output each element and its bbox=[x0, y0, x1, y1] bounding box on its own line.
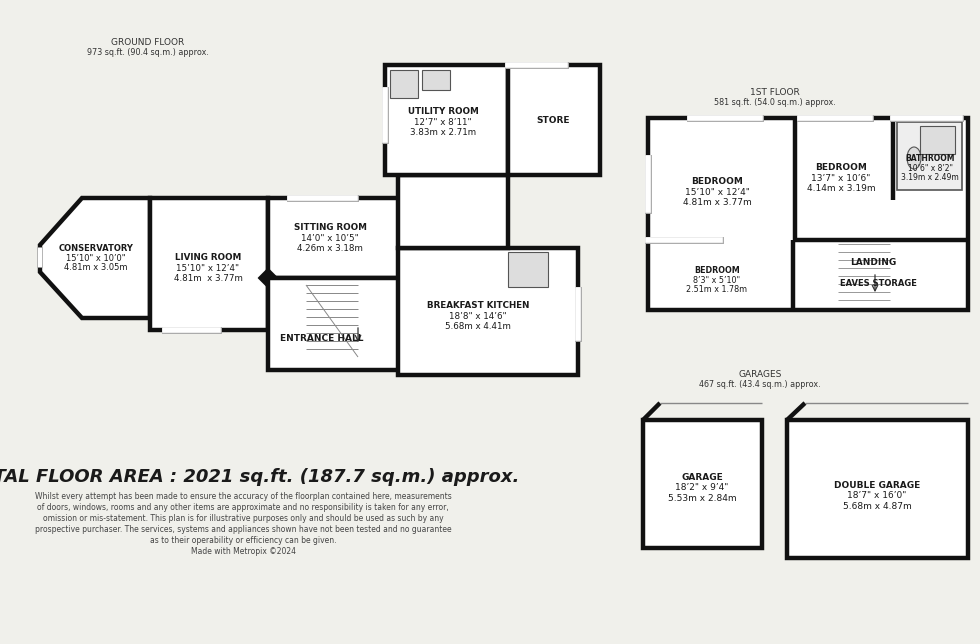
Text: STORE: STORE bbox=[536, 115, 569, 124]
Text: UTILITY ROOM: UTILITY ROOM bbox=[408, 107, 478, 116]
Text: EAVES STORAGE: EAVES STORAGE bbox=[840, 278, 916, 287]
Text: 3.83m x 2.71m: 3.83m x 2.71m bbox=[410, 128, 476, 137]
Bar bbox=[920, 126, 955, 154]
Text: GROUND FLOOR: GROUND FLOOR bbox=[112, 38, 184, 47]
Text: 581 sq.ft. (54.0 sq.m.) approx.: 581 sq.ft. (54.0 sq.m.) approx. bbox=[714, 98, 836, 107]
Text: 1ST FLOOR: 1ST FLOOR bbox=[750, 88, 800, 97]
Bar bbox=[385, 65, 508, 175]
Text: 4.81m  x 3.77m: 4.81m x 3.77m bbox=[173, 274, 242, 283]
Text: 2.51m x 1.78m: 2.51m x 1.78m bbox=[686, 285, 748, 294]
Text: BEDROOM: BEDROOM bbox=[815, 163, 867, 172]
Bar bbox=[508, 252, 548, 287]
Text: TOTAL FLOOR AREA : 2021 sq.ft. (187.7 sq.m.) approx.: TOTAL FLOOR AREA : 2021 sq.ft. (187.7 sq… bbox=[0, 468, 519, 486]
Text: BATHROOM: BATHROOM bbox=[906, 155, 955, 164]
Text: 12’7" x 8’11": 12’7" x 8’11" bbox=[415, 117, 471, 126]
Text: GARAGES: GARAGES bbox=[738, 370, 782, 379]
Bar bbox=[422, 70, 450, 90]
Text: as to their operability or efficiency can be given.: as to their operability or efficiency ca… bbox=[150, 536, 336, 545]
Bar bbox=[648, 118, 968, 310]
Text: 4.26m x 3.18m: 4.26m x 3.18m bbox=[297, 244, 363, 253]
Text: 5.68m x 4.41m: 5.68m x 4.41m bbox=[445, 322, 511, 331]
Bar bbox=[398, 248, 578, 375]
Text: CONSERVATORY: CONSERVATORY bbox=[59, 243, 133, 252]
Text: SITTING ROOM: SITTING ROOM bbox=[294, 223, 367, 232]
Text: 3.19m x 2.49m: 3.19m x 2.49m bbox=[902, 173, 958, 182]
Bar bbox=[508, 65, 600, 175]
Text: 5.68m x 4.87m: 5.68m x 4.87m bbox=[843, 502, 911, 511]
Text: 4.81m x 3.77m: 4.81m x 3.77m bbox=[683, 198, 752, 207]
Text: BREAKFAST KITCHEN: BREAKFAST KITCHEN bbox=[427, 301, 529, 310]
Bar bbox=[398, 175, 508, 248]
Text: 18’2" x 9’4": 18’2" x 9’4" bbox=[675, 484, 729, 493]
Text: LIVING ROOM: LIVING ROOM bbox=[174, 253, 241, 262]
Text: BEDROOM: BEDROOM bbox=[691, 176, 743, 185]
Text: BEDROOM: BEDROOM bbox=[694, 266, 740, 275]
Text: 14’0" x 10’5": 14’0" x 10’5" bbox=[301, 234, 359, 243]
Text: 467 sq.ft. (43.4 sq.m.) approx.: 467 sq.ft. (43.4 sq.m.) approx. bbox=[699, 380, 821, 389]
Text: 10’6" x 8’2": 10’6" x 8’2" bbox=[907, 164, 953, 173]
Text: ENTRANCE HALL: ENTRANCE HALL bbox=[280, 334, 364, 343]
Text: 15’10" x 12’4": 15’10" x 12’4" bbox=[176, 263, 239, 272]
Bar bbox=[268, 198, 400, 278]
Text: GARAGE: GARAGE bbox=[681, 473, 723, 482]
Text: 18’8" x 14’6": 18’8" x 14’6" bbox=[449, 312, 507, 321]
Text: DOUBLE GARAGE: DOUBLE GARAGE bbox=[834, 481, 920, 490]
Bar bbox=[643, 420, 762, 548]
Bar bbox=[787, 420, 968, 558]
Text: 973 sq.ft. (90.4 sq.m.) approx.: 973 sq.ft. (90.4 sq.m.) approx. bbox=[87, 48, 209, 57]
Text: 15’10" x 12’4": 15’10" x 12’4" bbox=[685, 187, 750, 196]
Text: 13’7" x 10’6": 13’7" x 10’6" bbox=[811, 173, 870, 182]
Bar bbox=[268, 278, 400, 370]
Polygon shape bbox=[258, 268, 278, 288]
Text: 15’10" x 10’0": 15’10" x 10’0" bbox=[67, 254, 125, 263]
Text: Made with Metropix ©2024: Made with Metropix ©2024 bbox=[190, 547, 296, 556]
Polygon shape bbox=[40, 198, 150, 318]
Bar bbox=[897, 122, 962, 190]
Text: Whilst every attempt has been made to ensure the accuracy of the floorplan conta: Whilst every attempt has been made to en… bbox=[34, 492, 452, 501]
Ellipse shape bbox=[907, 147, 921, 169]
Text: of doors, windows, rooms and any other items are approximate and no responsibili: of doors, windows, rooms and any other i… bbox=[37, 503, 449, 512]
Text: 4.14m x 3.19m: 4.14m x 3.19m bbox=[807, 184, 875, 193]
Text: 18’7" x 16’0": 18’7" x 16’0" bbox=[848, 491, 907, 500]
Bar bbox=[150, 198, 268, 330]
Text: 8’3" x 5’10": 8’3" x 5’10" bbox=[694, 276, 741, 285]
Bar bbox=[390, 70, 418, 98]
Text: 4.81m x 3.05m: 4.81m x 3.05m bbox=[65, 263, 127, 272]
Text: 5.53m x 2.84m: 5.53m x 2.84m bbox=[667, 494, 736, 503]
Text: prospective purchaser. The services, systems and appliances shown have not been : prospective purchaser. The services, sys… bbox=[34, 525, 452, 534]
Text: omission or mis-statement. This plan is for illustrative purposes only and shoul: omission or mis-statement. This plan is … bbox=[43, 514, 443, 523]
Text: LANDING: LANDING bbox=[850, 258, 896, 267]
